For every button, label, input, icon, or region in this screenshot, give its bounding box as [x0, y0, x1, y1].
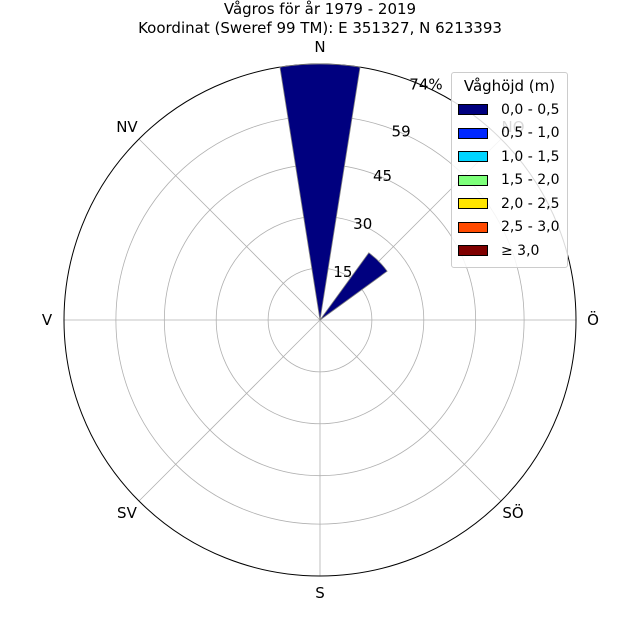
legend-entry: 2,0 - 2,5 [452, 192, 567, 216]
legend-swatch [458, 127, 488, 139]
legend-entry: ≥ 3,0 [452, 239, 567, 263]
bar-N-0 [279, 63, 361, 321]
legend-swatch [458, 245, 488, 257]
bar-layer [279, 63, 388, 321]
grid-spoke [319, 319, 502, 502]
direction-label-N: N [314, 38, 325, 56]
radial-tick-label: 15 [333, 263, 352, 281]
legend-entry: 2,5 - 3,0 [452, 216, 567, 240]
legend-entry: 1,5 - 2,0 [452, 169, 567, 193]
legend-swatch [458, 221, 488, 233]
legend-swatch [458, 104, 488, 116]
chart-title: Vågros för år 1979 - 2019 [223, 0, 417, 18]
legend-label: 0,0 - 0,5 [501, 101, 560, 118]
direction-label-S: S [315, 584, 325, 602]
radial-tick-label: 59 [392, 122, 411, 140]
legend-label: 1,0 - 1,5 [501, 148, 560, 165]
direction-label-SÖ: SÖ [502, 503, 523, 522]
direction-label-V: V [42, 311, 53, 329]
direction-label-NV: NV [116, 118, 138, 136]
legend-swatch [458, 198, 488, 210]
grid-spoke [138, 138, 321, 321]
legend-swatch [458, 174, 488, 186]
legend-label: ≥ 3,0 [501, 242, 540, 259]
legend-label: 0,5 - 1,0 [501, 125, 560, 142]
legend-title: Våghöjd (m) [463, 77, 556, 95]
grid-spoke [138, 319, 321, 502]
legend-entry: 0,0 - 0,5 [452, 98, 567, 122]
legend-label: 2,5 - 3,0 [501, 219, 560, 236]
direction-label-Ö: Ö [587, 310, 599, 329]
radial-tick-label: 45 [373, 167, 392, 185]
legend-label: 1,5 - 2,0 [501, 172, 560, 189]
legend: Våghöjd (m) 0,0 - 0,5 0,5 - 1,0 1,0 - 1,5 1… [451, 72, 568, 268]
legend-entry: 0,5 - 1,0 [452, 122, 567, 146]
legend-label: 2,0 - 2,5 [501, 195, 560, 212]
radial-max-label: 74% [409, 75, 442, 93]
radial-tick-label: 30 [353, 215, 372, 233]
legend-entry: 1,0 - 1,5 [452, 145, 567, 169]
direction-label-SV: SV [117, 504, 138, 522]
chart-subtitle: Koordinat (Sweref 99 TM): E 351327, N 62… [138, 19, 502, 37]
legend-swatch [458, 151, 488, 163]
bar-NO-0 [319, 252, 388, 321]
